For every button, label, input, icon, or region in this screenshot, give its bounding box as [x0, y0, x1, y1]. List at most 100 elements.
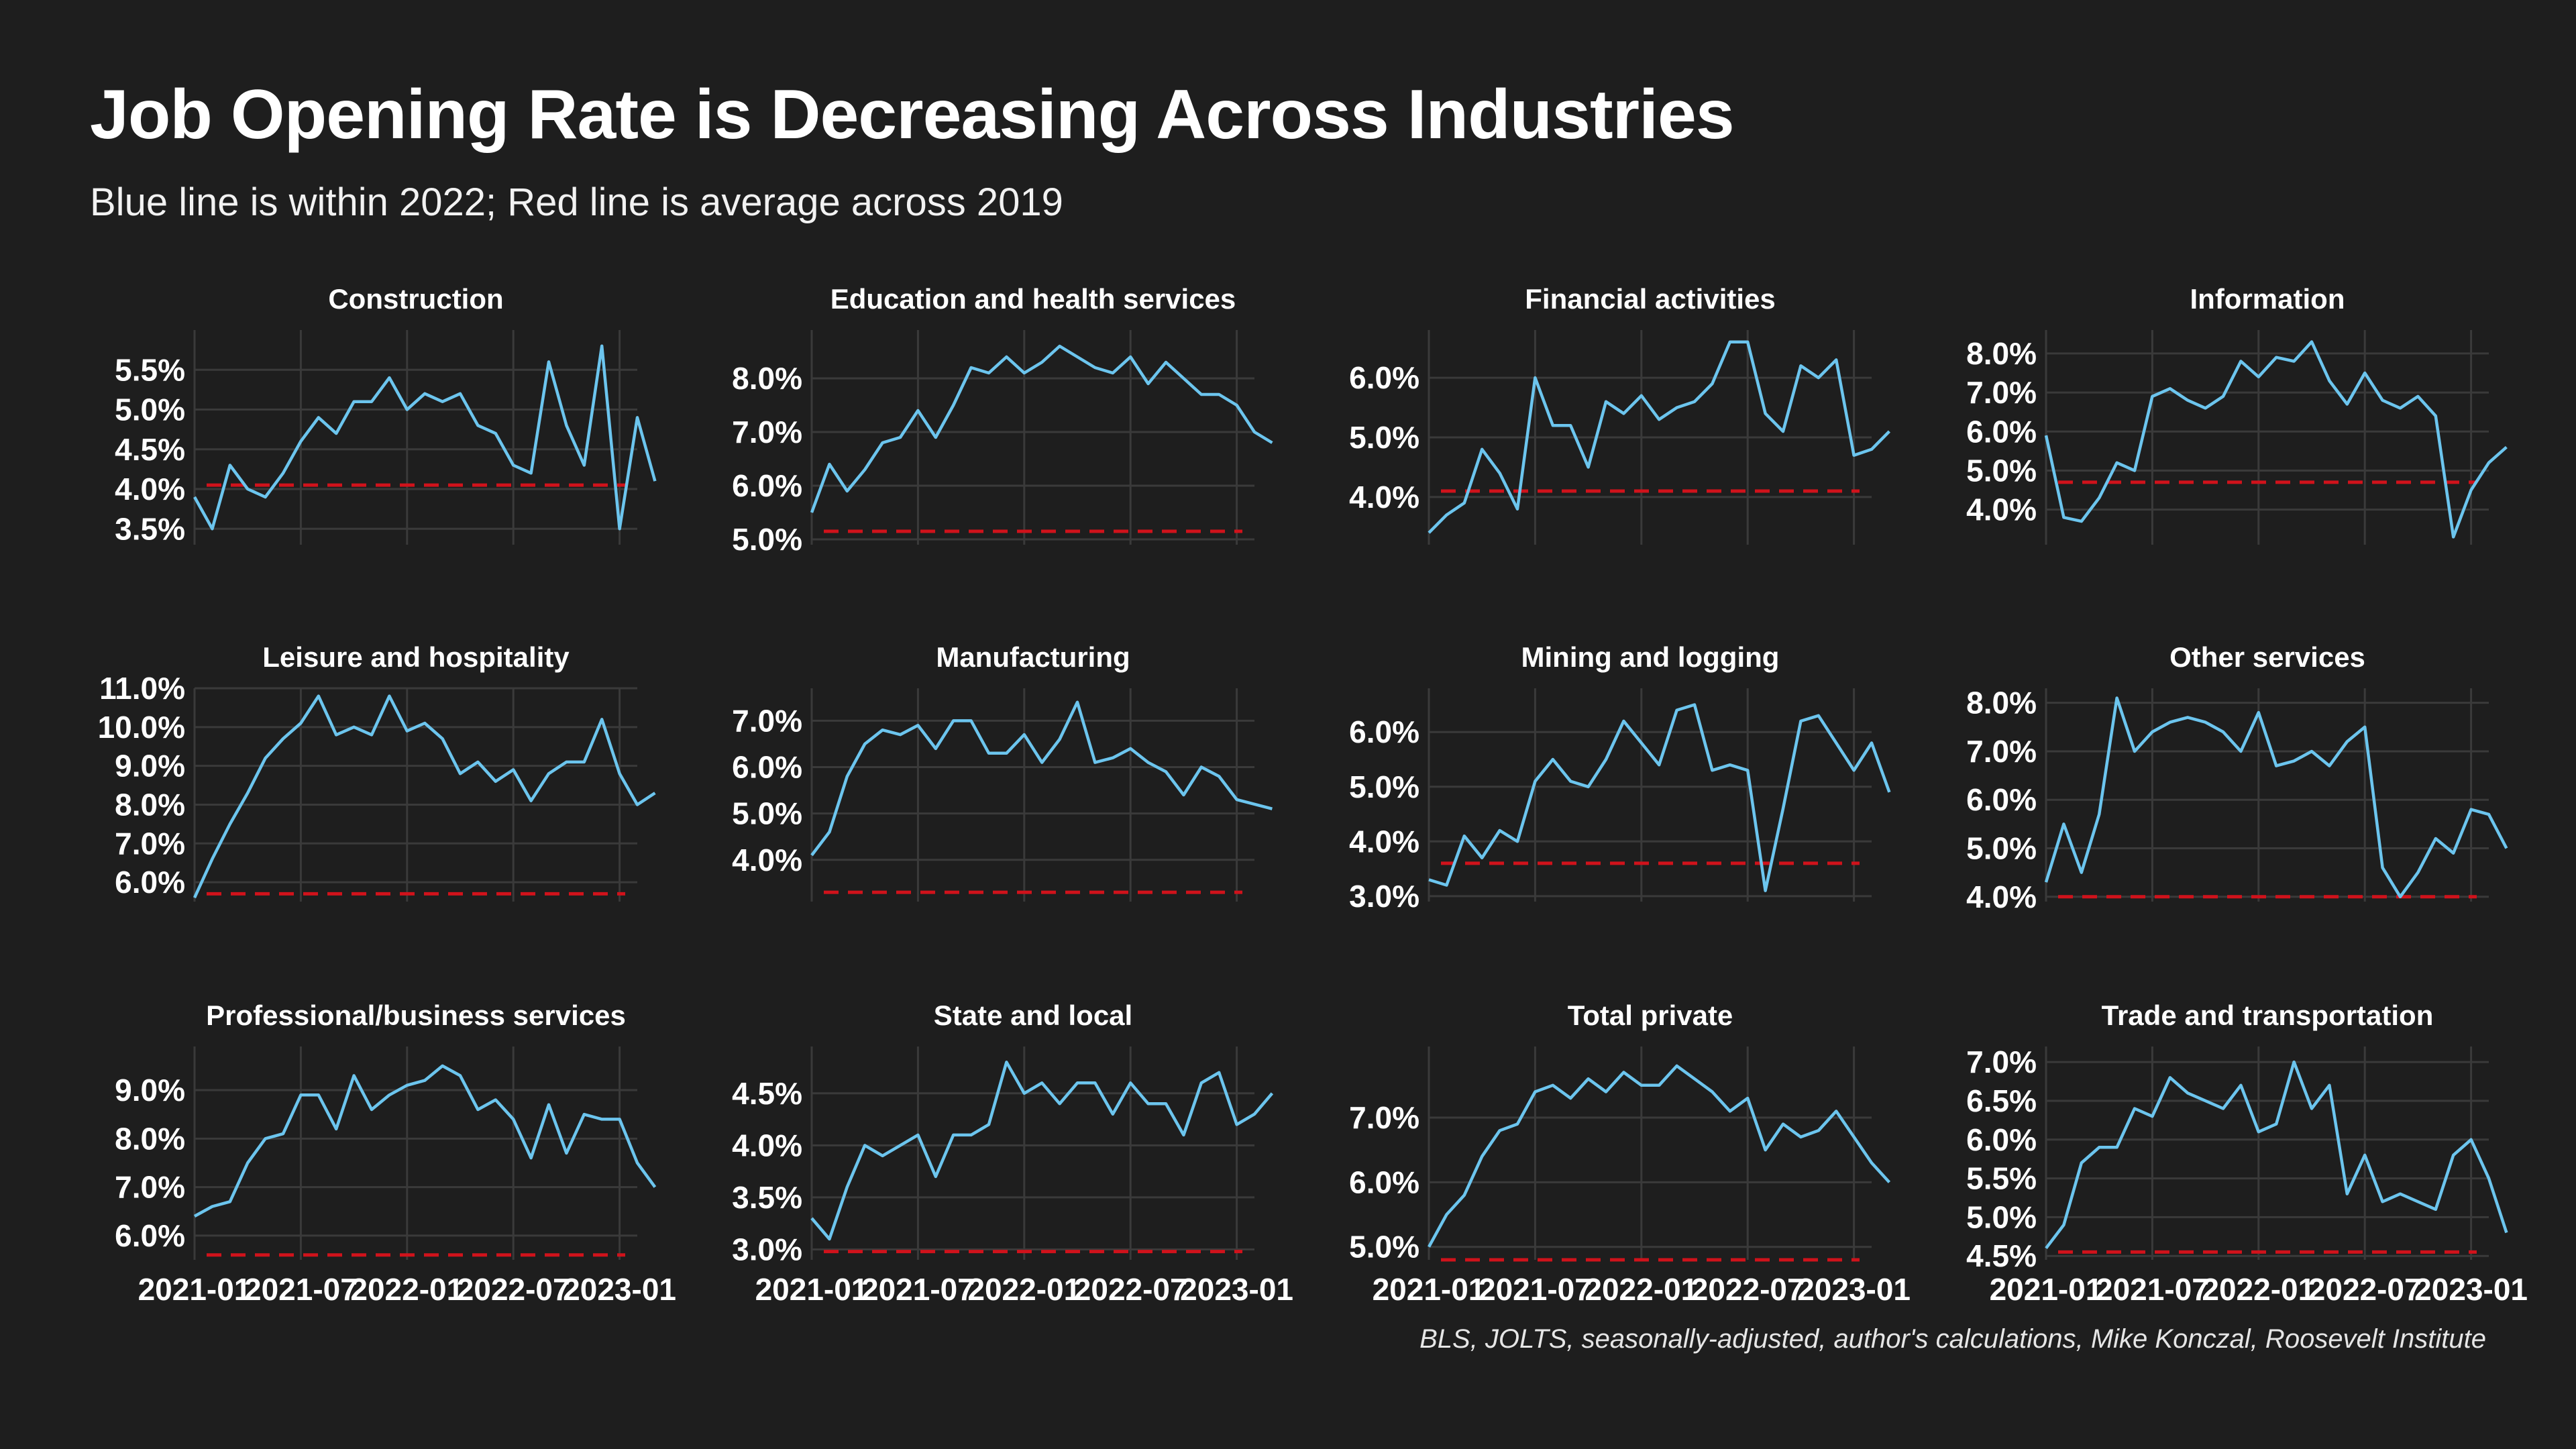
- y-tick-label: 5.0%: [1349, 420, 1419, 455]
- y-tick-label: 6.0%: [732, 468, 802, 503]
- facet-chart: Manufacturing 4.0% 5.0% 6.0% 7.0%: [732, 641, 1273, 902]
- y-tick-label: 6.0%: [1966, 1122, 2037, 1157]
- x-tick-label: 2023-01: [1180, 1272, 1293, 1307]
- facet-chart: Information 4.0% 5.0% 6.0% 7.0% 8.0%: [1966, 283, 2508, 545]
- x-tick-label: 2022-07: [1691, 1272, 1805, 1307]
- series-line: [810, 700, 1273, 857]
- x-tick-label: 2022-07: [1074, 1272, 1187, 1307]
- x-tick-label: 2021-01: [1373, 1272, 1486, 1307]
- y-tick-label: 6.0%: [1349, 360, 1419, 395]
- series-line: [193, 344, 657, 531]
- x-tick-label: 2021-07: [861, 1272, 975, 1307]
- facet-chart: Construction 3.5% 4.0% 4.5% 5.0% 5.5%: [115, 283, 657, 546]
- y-tick-label: 7.0%: [1966, 375, 2037, 410]
- series-line: [810, 1061, 1274, 1241]
- x-tick-label: 2021-07: [1479, 1272, 1592, 1307]
- series-line: [1428, 340, 1890, 534]
- facet-chart: Mining and logging 3.0% 4.0% 5.0% 6.0%: [1349, 641, 1891, 914]
- chart-title: Job Opening Rate is Decreasing Across In…: [90, 76, 1735, 154]
- y-tick-label: 8.0%: [1966, 686, 2037, 720]
- series-line: [2044, 340, 2508, 539]
- facet-title: Education and health services: [830, 283, 1236, 315]
- y-tick-label: 4.0%: [732, 1128, 802, 1163]
- y-tick-label: 4.0%: [1349, 824, 1419, 859]
- y-tick-label: 11.0%: [99, 671, 185, 706]
- y-tick-label: 4.0%: [1966, 879, 2037, 914]
- y-tick-label: 4.0%: [1966, 492, 2037, 527]
- facet-title: Leisure and hospitality: [262, 641, 570, 673]
- y-tick-label: 4.5%: [115, 432, 185, 467]
- facet-chart: Trade and transportation 4.5% 5.0%5.5% 6.0%…: [1966, 1000, 2528, 1307]
- y-tick-label: 4.0%: [115, 472, 185, 506]
- y-tick-label: 7.0%: [1349, 1100, 1419, 1135]
- facet-title: Trade and transportation: [2102, 1000, 2434, 1031]
- y-tick-label: 7.0%: [732, 703, 802, 738]
- facet-chart: Financial activities 4.0% 5.0% 6.0%: [1349, 283, 1890, 545]
- y-tick-label: 4.5%: [1966, 1238, 2037, 1273]
- y-tick-label: 8.0%: [1966, 336, 2037, 371]
- y-tick-label: 7.0%: [115, 826, 185, 861]
- y-tick-label: 3.5%: [115, 511, 185, 546]
- y-tick-label: 5.0%: [1966, 831, 2037, 866]
- facet-chart: Education and health services 5.0% 6.0% 7.0…: [732, 283, 1273, 557]
- x-tick-label: 2023-01: [2414, 1272, 2528, 1307]
- y-tick-label: 3.5%: [732, 1180, 802, 1215]
- x-tick-label: 2022-07: [457, 1272, 570, 1307]
- y-tick-label: 5.5%: [115, 352, 185, 387]
- y-tick-label: 7.0%: [1966, 1044, 2037, 1079]
- x-tick-label: 2021-07: [244, 1272, 358, 1307]
- y-tick-label: 10.0%: [98, 710, 185, 745]
- x-tick-label: 2023-01: [1797, 1272, 1911, 1307]
- facet-title: Professional/business services: [206, 1000, 626, 1031]
- facet-title: Other services: [2169, 641, 2365, 673]
- y-tick-label: 3.0%: [1349, 879, 1419, 914]
- series-line: [810, 344, 1273, 513]
- y-tick-label: 4.5%: [732, 1076, 802, 1111]
- y-tick-label: 9.0%: [115, 1073, 185, 1108]
- facet-chart: Leisure and hospitality 6.0% 7.0% 8.0%9.0% 1…: [98, 641, 656, 902]
- source-caption: BLS, JOLTS, seasonally-adjusted, author'…: [1419, 1324, 2486, 1354]
- y-tick-label: 8.0%: [115, 1121, 185, 1156]
- y-tick-label: 6.0%: [1349, 1165, 1419, 1199]
- y-tick-label: 9.0%: [115, 749, 185, 784]
- x-tick-label: 2023-01: [563, 1272, 676, 1307]
- y-tick-label: 7.0%: [732, 415, 802, 449]
- x-tick-label: 2021-07: [2096, 1272, 2209, 1307]
- y-tick-label: 5.0%: [1966, 1199, 2037, 1234]
- y-tick-label: 6.0%: [1349, 714, 1419, 749]
- series-line: [193, 1064, 657, 1218]
- y-tick-label: 5.0%: [115, 392, 185, 427]
- x-tick-label: 2022-07: [2308, 1272, 2422, 1307]
- x-tick-label: 2022-01: [967, 1272, 1081, 1307]
- y-tick-label: 5.0%: [1349, 1230, 1419, 1265]
- y-tick-label: 4.0%: [1349, 480, 1419, 515]
- x-tick-label: 2021-01: [1990, 1272, 2103, 1307]
- y-tick-label: 8.0%: [732, 361, 802, 396]
- y-tick-label: 5.0%: [1966, 453, 2037, 488]
- facet-title: State and local: [934, 1000, 1132, 1031]
- chart-subtitle: Blue line is within 2022; Red line is av…: [90, 180, 1063, 224]
- facet-title: Manufacturing: [936, 641, 1130, 673]
- y-tick-label: 5.0%: [732, 522, 802, 557]
- y-tick-label: 6.0%: [1966, 782, 2037, 817]
- facet-title: Total private: [1568, 1000, 1733, 1031]
- facet-chart: Other services 4.0% 5.0% 6.0% 7.0% 8.0%: [1966, 641, 2508, 914]
- facet-chart: State and local3.0%3.5%4.0%4.5%2021-0120…: [732, 1000, 1293, 1307]
- y-tick-label: 6.5%: [1966, 1083, 2037, 1118]
- y-tick-label: 5.0%: [1349, 769, 1419, 804]
- y-tick-label: 6.0%: [1966, 414, 2037, 449]
- y-tick-label: 6.0%: [115, 865, 185, 900]
- facet-title: Mining and logging: [1521, 641, 1780, 673]
- y-tick-label: 3.0%: [732, 1232, 802, 1267]
- facet-title: Construction: [328, 283, 503, 315]
- x-tick-label: 2022-01: [350, 1272, 464, 1307]
- x-tick-label: 2022-01: [2202, 1272, 2315, 1307]
- facet-title: Financial activities: [1525, 283, 1776, 315]
- y-tick-label: 8.0%: [115, 787, 185, 822]
- series-line: [2044, 696, 2508, 899]
- y-tick-label: 7.0%: [1966, 734, 2037, 769]
- facet-chart: Professional/business services 6.0% 7.0% 8.…: [115, 1000, 676, 1307]
- y-tick-label: 5.0%: [732, 796, 802, 831]
